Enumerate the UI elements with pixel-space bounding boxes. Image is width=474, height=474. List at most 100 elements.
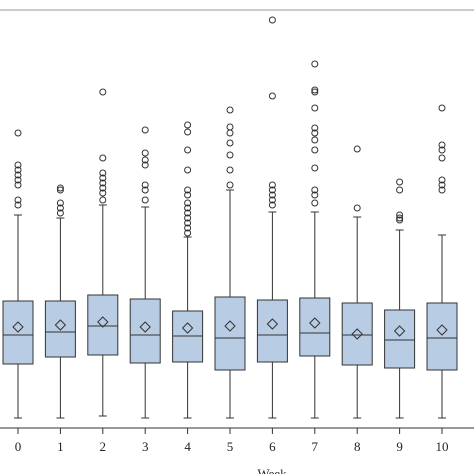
outlier [268,196,276,204]
outlier [14,166,22,174]
x-tick-label: 9 [396,439,403,454]
outlier [99,189,107,197]
outlier [184,186,192,194]
outlier [141,196,149,204]
outlier [99,179,107,187]
outlier [184,229,192,237]
outlier [353,145,361,153]
outlier [99,174,107,182]
x-tick-label: 2 [100,439,107,454]
outlier [268,92,276,100]
box [384,309,416,369]
box [87,294,119,356]
box [214,296,246,371]
outlier [99,196,107,204]
outlier [141,186,149,194]
outlier [184,219,192,227]
outlier [56,204,64,212]
outlier [438,181,446,189]
outlier [14,201,22,209]
outlier [226,129,234,137]
outlier [438,176,446,184]
outlier [438,104,446,112]
outlier [184,128,192,136]
outlier [396,216,404,224]
outlier [311,88,319,96]
x-tick-label: 0 [15,439,22,454]
box [341,302,373,366]
outlier [353,204,361,212]
outlier [311,60,319,68]
outlier [226,181,234,189]
box [44,300,76,358]
outlier [99,169,107,177]
outlier [311,186,319,194]
outlier [438,186,446,194]
outlier [311,146,319,154]
outlier [311,199,319,207]
outlier [141,156,149,164]
outlier [141,161,149,169]
mean-marker [351,328,363,340]
outlier [268,16,276,24]
outlier [226,106,234,114]
outlier [438,146,446,154]
outlier [14,161,22,169]
mean-marker [393,325,406,337]
outlier [226,139,234,147]
outlier [311,124,319,132]
outlier [311,129,319,137]
outlier [268,186,276,194]
outlier [56,184,64,192]
outlier [14,176,22,184]
outlier [184,166,192,174]
mean-marker [309,317,321,329]
outlier [184,121,192,129]
outlier [184,204,192,212]
box [256,299,288,363]
outlier [311,191,319,199]
x-tick-label: 7 [312,439,319,454]
box [426,302,458,371]
mean-marker [181,322,194,334]
outlier [56,186,64,194]
outlier [311,136,319,144]
outlier [268,181,276,189]
x-tick-label: 4 [184,439,191,454]
x-tick-label: 8 [354,439,361,454]
outlier [184,209,192,217]
mean-marker [12,321,24,333]
box [299,297,331,357]
outlier [396,214,404,222]
outlier [141,149,149,157]
mean-marker [97,316,109,328]
outlier [311,104,319,112]
outlier [226,166,234,174]
outlier [99,184,107,192]
outlier [184,214,192,222]
outlier [396,186,404,194]
mean-marker [224,320,236,332]
outlier [56,199,64,207]
x-tick-label: 10 [436,439,449,454]
outlier [14,196,22,204]
outlier [396,178,404,186]
outlier [184,146,192,154]
mean-marker [54,319,67,331]
outlier [311,86,319,94]
mean-marker [266,318,279,330]
mean-marker [139,321,151,333]
x-tick-label: 1 [57,439,64,454]
outlier [438,141,446,149]
outlier [141,181,149,189]
outlier [184,224,192,232]
outlier [99,88,107,96]
x-tick-label: 6 [269,439,276,454]
outlier [141,126,149,134]
x-tick-label: 5 [227,439,234,454]
box [129,298,161,364]
outlier [226,123,234,131]
outlier [268,201,276,209]
outlier [268,191,276,199]
outlier [14,129,22,137]
